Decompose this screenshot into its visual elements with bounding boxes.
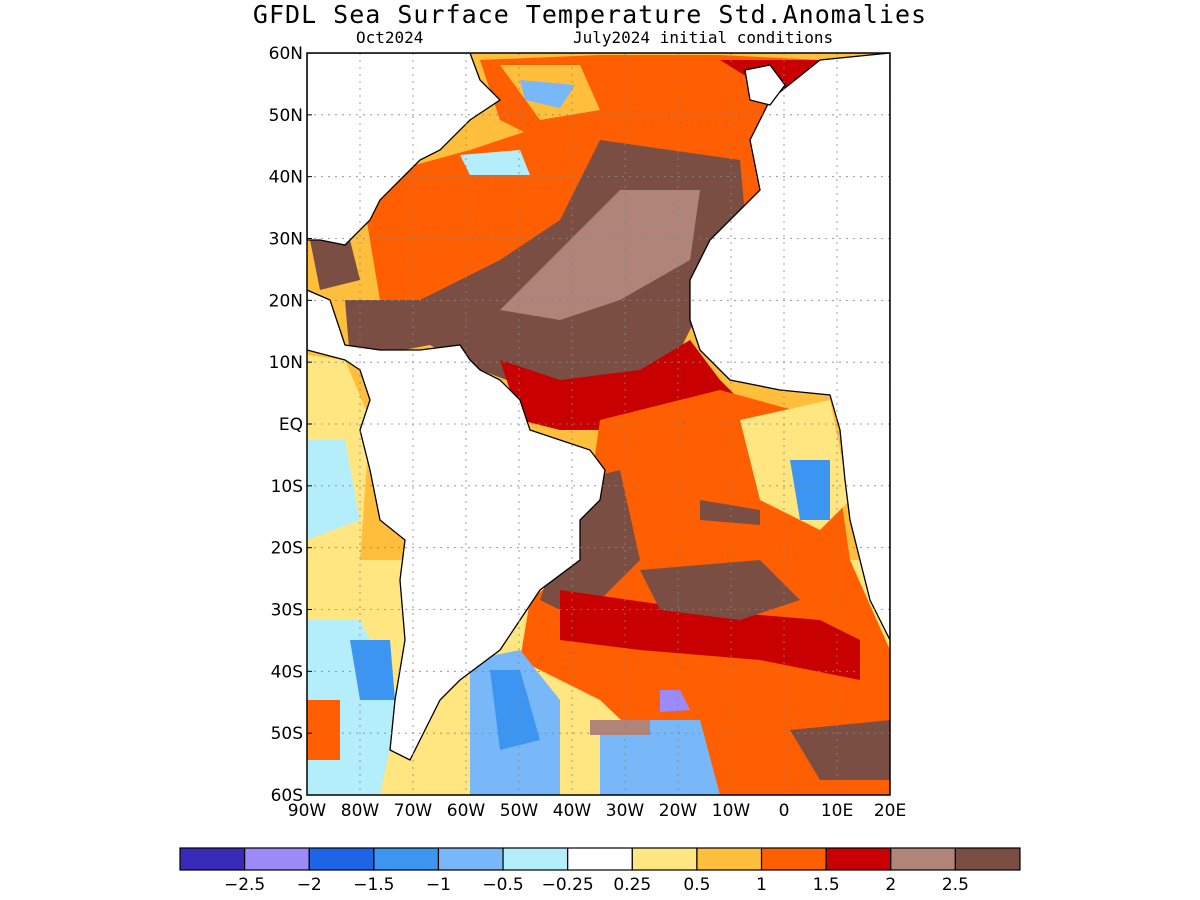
colorbar-swatch bbox=[308, 847, 375, 871]
colorbar-label: −0.5 bbox=[482, 875, 523, 895]
lat-tick-label: 30S bbox=[271, 601, 303, 621]
colorbar-label: −2.5 bbox=[224, 875, 265, 895]
colorbar-label: 2.5 bbox=[942, 875, 969, 895]
lat-tick-label: EQ bbox=[279, 415, 303, 435]
colorbar-label: 2 bbox=[885, 875, 896, 895]
colorbar-swatch bbox=[179, 847, 246, 871]
lat-tick-label: 20S bbox=[271, 539, 303, 559]
lat-tick-label: 40N bbox=[269, 168, 303, 188]
lat-tick-label: 50S bbox=[271, 724, 303, 744]
lon-tick-label: 80W bbox=[341, 801, 380, 821]
lon-tick-label: 40W bbox=[553, 801, 592, 821]
lon-tick-label: 50W bbox=[500, 801, 539, 821]
lon-tick-label: 10E bbox=[821, 801, 853, 821]
colorbar-swatch bbox=[760, 847, 827, 871]
lon-tick-label: 0 bbox=[779, 801, 790, 821]
colorbar-label: −2 bbox=[297, 875, 322, 895]
lat-tick-label: 30N bbox=[269, 230, 303, 250]
lat-tick-label: 10N bbox=[269, 353, 303, 373]
forecast-month: Oct2024 bbox=[356, 28, 424, 47]
colorbar-swatch bbox=[373, 847, 440, 871]
colorbar-swatch bbox=[696, 847, 763, 871]
colorbar-label: −1 bbox=[426, 875, 451, 895]
colorbar-swatch bbox=[954, 847, 1021, 871]
colorbar-swatch bbox=[890, 847, 956, 871]
lon-tick-label: 20E bbox=[874, 801, 906, 821]
lat-tick-label: 20N bbox=[269, 291, 303, 311]
colorbar-label: −1.5 bbox=[353, 875, 394, 895]
colorbar-label: 1.5 bbox=[813, 875, 840, 895]
colorbar-swatch bbox=[244, 847, 310, 871]
lon-tick-label: 30W bbox=[606, 801, 645, 821]
lat-tick-label: 40S bbox=[271, 662, 303, 682]
colorbar: −2.5 −2 −1.5 −1 −0.5 −0.25 0.25 0.5 1 1.5 2 2.5 bbox=[179, 847, 1021, 895]
colorbar-label: 0.25 bbox=[613, 875, 651, 895]
lat-tick-label: 60N bbox=[269, 44, 303, 64]
lat-tick-label: 60S bbox=[271, 786, 303, 806]
colorbar-label: −0.25 bbox=[542, 875, 594, 895]
colorbar-label: 1 bbox=[756, 875, 767, 895]
lat-tick-label: 10S bbox=[271, 477, 303, 497]
graticule bbox=[307, 53, 890, 795]
lon-tick-label: 90W bbox=[288, 801, 327, 821]
colorbar-swatch bbox=[437, 847, 504, 871]
colorbar-swatch bbox=[631, 847, 698, 871]
initial-conditions: July2024 initial conditions bbox=[573, 28, 834, 47]
lat-tick-label: 50N bbox=[269, 106, 303, 126]
lon-tick-label: 60W bbox=[447, 801, 486, 821]
chart-title: GFDL Sea Surface Temperature Std.Anomali… bbox=[252, 0, 928, 29]
colorbar-label: 0.5 bbox=[683, 875, 710, 895]
lon-tick-label: 20W bbox=[659, 801, 698, 821]
colorbar-swatch bbox=[825, 847, 892, 871]
land-masses bbox=[307, 53, 890, 761]
lon-tick-label: 70W bbox=[394, 801, 433, 821]
lon-tick-label: 10W bbox=[712, 801, 751, 821]
colorbar-swatch bbox=[502, 847, 569, 871]
colorbar-swatch bbox=[567, 847, 633, 871]
